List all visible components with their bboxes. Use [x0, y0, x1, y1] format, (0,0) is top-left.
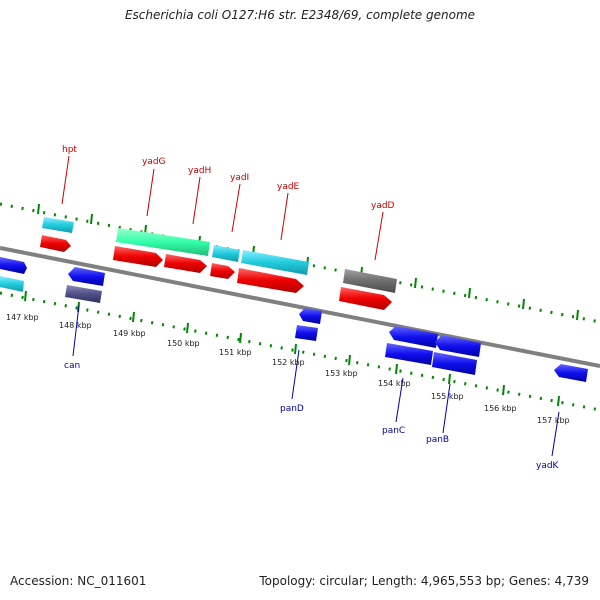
gene-label[interactable]: yadI — [230, 173, 249, 183]
top-leader-lines — [61, 155, 384, 261]
gene-label[interactable]: panB — [426, 435, 449, 445]
feature-hpt-red[interactable] — [40, 235, 71, 252]
gene-label[interactable]: yadG — [142, 157, 166, 167]
gene-label[interactable]: yadK — [536, 461, 560, 471]
genome-backbone — [0, 246, 600, 368]
feature-panD-blue[interactable] — [295, 325, 318, 341]
feature-panB-blue-top[interactable] — [435, 335, 481, 357]
feature-left-cyan[interactable] — [0, 276, 24, 292]
feature-panB-blue[interactable] — [432, 352, 477, 375]
feature-yadG-green[interactable] — [116, 228, 210, 256]
feature-yadD-gray[interactable] — [343, 269, 397, 293]
scale-label: 155 kbp — [431, 392, 464, 401]
scale-labels: 147 kbp 148 kbp 149 kbp 150 kbp 151 kbp … — [6, 313, 570, 425]
feature-yadE-cyan[interactable] — [241, 250, 309, 275]
feature-panC-blue[interactable] — [385, 343, 433, 365]
feature-yadH-red[interactable] — [164, 254, 207, 273]
feature-yadI-cyan[interactable] — [212, 245, 240, 262]
scale-label: 148 kbp — [59, 321, 92, 330]
scale-label: 147 kbp — [6, 313, 39, 322]
feature-can-dark[interactable] — [65, 285, 102, 303]
gene-label[interactable]: yadD — [371, 201, 395, 211]
feature-panC-blue-top[interactable] — [389, 326, 438, 348]
gene-label[interactable]: hpt — [62, 145, 77, 155]
scale-label: 149 kbp — [113, 329, 146, 338]
genome-summary-text: Topology: circular; Length: 4,965,553 bp… — [259, 574, 589, 588]
scale-label: 152 kbp — [272, 358, 305, 367]
feature-can-blue[interactable] — [68, 267, 105, 286]
feature-yadD-red[interactable] — [339, 287, 392, 310]
scale-label: 154 kbp — [378, 379, 411, 388]
gene-label[interactable]: can — [64, 361, 80, 371]
gene-label[interactable]: panD — [280, 404, 304, 414]
feature-left-blue[interactable] — [0, 257, 27, 274]
map-title: Escherichia coli O127:H6 str. E2348/69, … — [124, 8, 476, 22]
gene-label[interactable]: panC — [382, 426, 405, 436]
accession-text: Accession: NC_011601 — [10, 574, 147, 588]
top-gene-labels: hpt yadG yadH yadI yadE yadD — [62, 145, 395, 211]
scale-label: 157 kbp — [537, 416, 570, 425]
gene-label[interactable]: yadH — [188, 166, 211, 176]
gene-label[interactable]: yadE — [277, 182, 300, 192]
scale-label: 151 kbp — [219, 348, 252, 357]
bottom-gene-labels: can panD panC panB yadK — [64, 361, 560, 471]
feature-hpt-cyan[interactable] — [42, 217, 74, 233]
scale-label: 156 kbp — [484, 404, 517, 413]
feature-panD-blue-top[interactable] — [299, 308, 322, 324]
scale-label: 150 kbp — [167, 339, 200, 348]
bottom-track-ticks — [24, 290, 560, 407]
feature-yadI-red[interactable] — [210, 263, 235, 279]
gc-track-bottom — [0, 291, 600, 412]
feature-yadG-red[interactable] — [113, 246, 163, 267]
feature-yadK-blue[interactable] — [554, 364, 588, 382]
scale-label: 153 kbp — [325, 369, 358, 378]
bottom-leader-lines — [72, 304, 560, 457]
feature-yadE-red[interactable] — [237, 268, 304, 293]
